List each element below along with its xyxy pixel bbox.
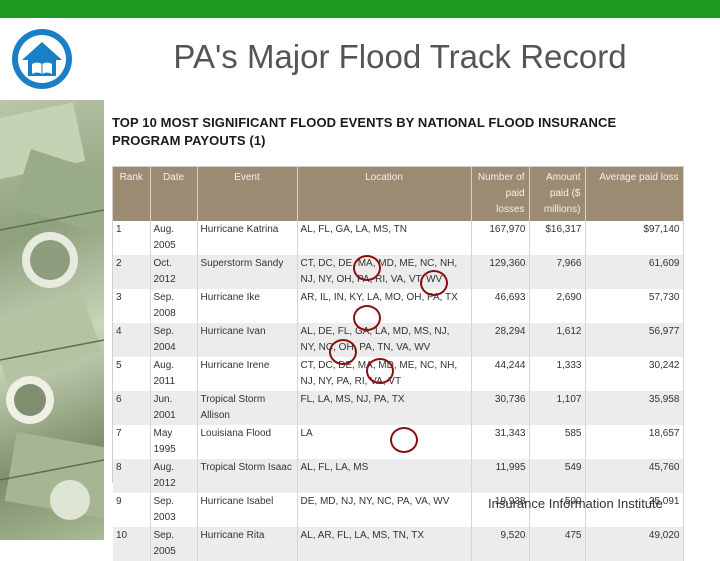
cell-paid-losses: 19,938 [471, 493, 530, 527]
cell-paid-losses: 9,520 [471, 527, 530, 561]
cell-event: Tropical Storm Isaac [197, 459, 298, 493]
cell-event: Hurricane Ivan [197, 323, 298, 357]
cell-rank: 6 [113, 391, 151, 425]
cell-amount-paid: $16,317 [529, 221, 586, 255]
col-header-location: Location [297, 167, 472, 221]
table-header-row: Rank Date Event Location Number of paid … [113, 167, 684, 221]
cell-date: Sep. 2003 [150, 493, 198, 527]
cell-event: Hurricane Isabel [197, 493, 298, 527]
cell-paid-losses: 28,294 [471, 323, 530, 357]
cell-date: Sep. 2004 [150, 323, 198, 357]
cell-rank: 5 [113, 357, 151, 391]
table-row: 7 May 1995 Louisiana Flood LA 31,343 585 18,65… [113, 425, 684, 459]
cell-paid-losses: 46,693 [471, 289, 530, 323]
cell-paid-losses: 44,244 [471, 357, 530, 391]
col-header-average-paid-loss: Average paid loss [585, 167, 684, 221]
cell-amount-paid: 2,690 [529, 289, 586, 323]
cell-event: Louisiana Flood [197, 425, 298, 459]
table-row: 4 Sep. 2004 Hurricane Ivan AL, DE, FL, GA, … [113, 323, 684, 357]
table-heading: TOP 10 MOST SIGNIFICANT FLOOD EVENTS BY … [112, 115, 617, 148]
cell-paid-losses: 129,360 [471, 255, 530, 289]
cell-date: Sep. 2008 [150, 289, 198, 323]
cell-amount-paid: 500 [529, 493, 586, 527]
col-header-rank: Rank [113, 167, 151, 221]
cell-amount-paid: 7,966 [529, 255, 586, 289]
cell-paid-losses: 167,970 [471, 221, 530, 255]
cell-location: LA [297, 425, 472, 459]
table-row: 6 Jun. 2001 Tropical Storm Allison FL, LA, … [113, 391, 684, 425]
table-row: 5 Aug. 2011 Hurricane Irene CT, DC, DE, MA,… [113, 357, 684, 391]
cell-average-paid-loss: 25,091 [585, 493, 684, 527]
table-row: 3 Sep. 2008 Hurricane Ike AR, IL, IN, KY, L… [113, 289, 684, 323]
cell-event: Tropical Storm Allison [197, 391, 298, 425]
house-book-logo-icon [12, 26, 76, 92]
cell-date: Sep. 2005 [150, 527, 198, 561]
cell-date: Aug. 2012 [150, 459, 198, 493]
cell-amount-paid: 1,612 [529, 323, 586, 357]
cell-average-paid-loss: 61,609 [585, 255, 684, 289]
col-header-date: Date [150, 167, 198, 221]
col-header-amount-paid: Amount paid ($ millions) [529, 167, 586, 221]
cell-event: Hurricane Rita [197, 527, 298, 561]
cell-event: Hurricane Ike [197, 289, 298, 323]
cell-average-paid-loss: 45,760 [585, 459, 684, 493]
cell-rank: 9 [113, 493, 151, 527]
cell-average-paid-loss: 57,730 [585, 289, 684, 323]
pa-highlight-circle [420, 270, 448, 296]
cell-date: Aug. 2011 [150, 357, 198, 391]
cell-location: AR, IL, IN, KY, LA, MO, OH, PA, TX [297, 289, 472, 323]
top-accent-bar [0, 0, 720, 18]
cell-paid-losses: 30,736 [471, 391, 530, 425]
cell-rank: 2 [113, 255, 151, 289]
flood-events-table: Rank Date Event Location Number of paid … [112, 166, 684, 561]
cell-date: Oct. 2012 [150, 255, 198, 289]
table-row: 9 Sep. 2003 Hurricane Isabel DE, MD, NJ, NY… [113, 493, 684, 527]
cell-date: May 1995 [150, 425, 198, 459]
pa-highlight-circle [329, 339, 357, 365]
cell-event: Hurricane Katrina [197, 221, 298, 255]
cell-event: Hurricane Irene [197, 357, 298, 391]
cell-paid-losses: 11,995 [471, 459, 530, 493]
cell-average-paid-loss: $97,140 [585, 221, 684, 255]
cell-location: DE, MD, NJ, NY, NC, PA, VA, WV [297, 493, 472, 527]
cell-average-paid-loss: 49,020 [585, 527, 684, 561]
slide-title: PA's Major Flood Track Record [173, 38, 627, 75]
pa-highlight-circle [353, 305, 381, 331]
cell-rank: 3 [113, 289, 151, 323]
cell-rank: 7 [113, 425, 151, 459]
cell-rank: 1 [113, 221, 151, 255]
cell-location: AL, FL, LA, MS [297, 459, 472, 493]
cell-location: AL, FL, GA, LA, MS, TN [297, 221, 472, 255]
pa-highlight-circle [390, 427, 418, 453]
cell-amount-paid: 549 [529, 459, 586, 493]
cell-paid-losses: 31,343 [471, 425, 530, 459]
cell-event: Superstorm Sandy [197, 255, 298, 289]
table-row: 1 Aug. 2005 Hurricane Katrina AL, FL, GA, L… [113, 221, 684, 255]
pa-highlight-circle [353, 255, 381, 281]
money-background-image [0, 100, 104, 540]
cell-rank: 10 [113, 527, 151, 561]
cell-date: Jun. 2001 [150, 391, 198, 425]
cell-amount-paid: 585 [529, 425, 586, 459]
cell-rank: 4 [113, 323, 151, 357]
table-row: 2 Oct. 2012 Superstorm Sandy CT, DC, DE, MA… [113, 255, 684, 289]
cell-average-paid-loss: 56,977 [585, 323, 684, 357]
table-row: 8 Aug. 2012 Tropical Storm Isaac AL, FL, LA… [113, 459, 684, 493]
col-header-event: Event [197, 167, 298, 221]
pa-highlight-circle [366, 358, 394, 384]
cell-date: Aug. 2005 [150, 221, 198, 255]
cell-amount-paid: 475 [529, 527, 586, 561]
cell-average-paid-loss: 18,657 [585, 425, 684, 459]
cell-location: AL, DE, FL, GA, LA, MD, MS, NJ, NY, NC, … [297, 323, 472, 357]
cell-amount-paid: 1,107 [529, 391, 586, 425]
table-row: 10 Sep. 2005 Hurricane Rita AL, AR, FL, LA,… [113, 527, 684, 561]
footer-source: Insurance Information Institute [488, 496, 663, 511]
cell-location: AL, AR, FL, LA, MS, TN, TX [297, 527, 472, 561]
col-header-paid-losses: Number of paid losses [471, 167, 530, 221]
cell-average-paid-loss: 30,242 [585, 357, 684, 391]
cell-rank: 8 [113, 459, 151, 493]
cell-average-paid-loss: 35,958 [585, 391, 684, 425]
cell-amount-paid: 1,333 [529, 357, 586, 391]
cell-location: FL, LA, MS, NJ, PA, TX [297, 391, 472, 425]
